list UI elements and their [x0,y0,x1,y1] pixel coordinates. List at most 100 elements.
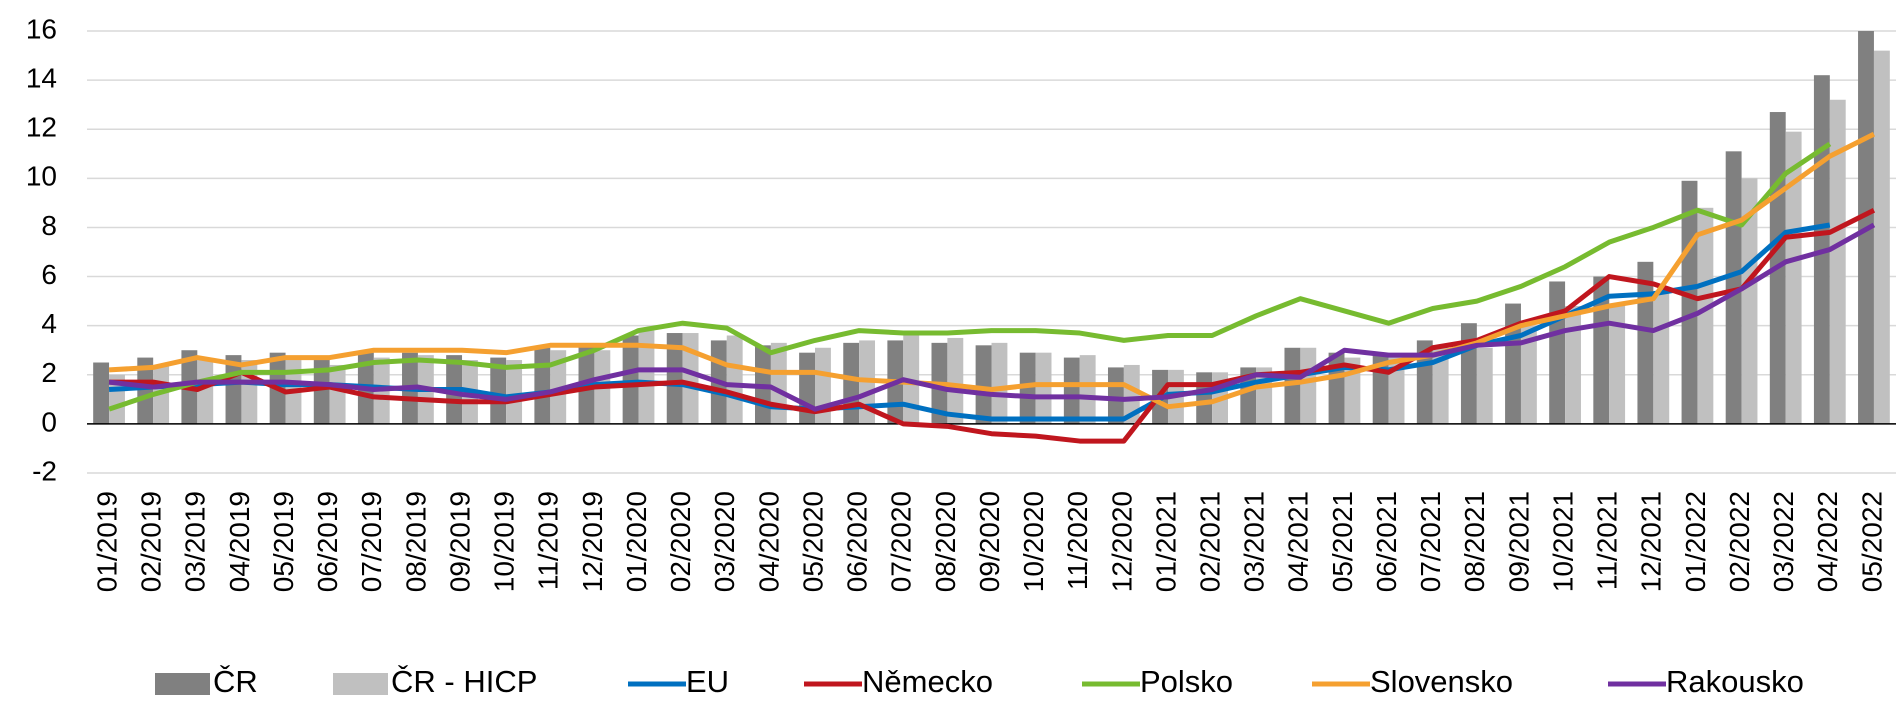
bar [1300,347,1317,424]
x-tick-label: 05/2022 [1856,491,1887,592]
bar [843,342,860,424]
x-tick-label: 07/2019 [356,491,387,592]
line [108,131,1876,410]
bar [770,342,787,424]
bar [1565,306,1581,424]
bar [1505,303,1521,424]
bar [991,342,1008,424]
bar [726,335,743,424]
bar [1637,261,1654,424]
bar [1653,291,1670,424]
bar [506,360,523,424]
x-tick-label: 10/2021 [1547,491,1578,592]
bar [1549,281,1566,424]
y-tick-label: 14 [26,63,57,94]
x-tick-label: 09/2021 [1503,491,1534,592]
bar [329,364,346,424]
x-tick-label: 02/2021 [1195,491,1226,592]
bar [1873,50,1890,424]
legend-label: Německo [862,664,993,699]
x-tick-label: 04/2019 [224,491,255,592]
x-tick-label: 05/2021 [1327,491,1358,592]
x-tick-label: 02/2019 [136,491,167,592]
bar [947,337,964,424]
x-tick-label: 06/2021 [1371,491,1402,592]
x-tick-label: 11/2019 [533,491,564,590]
bar [638,330,655,424]
x-tick-label: 03/2019 [180,491,211,592]
x-tick-label: 12/2021 [1636,491,1667,592]
legend-swatch [333,673,388,695]
x-tick-label: 07/2021 [1415,491,1446,592]
x-tick-label: 03/2022 [1768,491,1799,592]
legend-label: ČR - HICP [391,664,537,699]
bar [666,333,683,424]
x-tick-label: 04/2021 [1283,491,1314,592]
x-tick-label: 03/2021 [1239,491,1270,592]
legend-label: Polsko [1140,664,1233,699]
bar [1609,303,1626,424]
legend-label: EU [686,664,729,699]
bar [1063,357,1080,424]
x-tick-label: 01/2021 [1150,491,1181,592]
x-tick-label: 02/2022 [1724,491,1755,592]
legend-label: ČR [213,664,258,699]
bar [1107,367,1124,424]
x-tick-label: 06/2019 [312,491,343,592]
x-tick-label: 07/2020 [886,491,917,592]
legend: ČR ČR - HICP EU Německo Polsko Slovensko Rakou… [155,664,1804,699]
y-tick-label: 8 [41,210,57,241]
x-tick-label: 06/2020 [842,491,873,592]
x-tick-label: 12/2020 [1106,491,1137,592]
y-tick-label: 16 [26,13,57,44]
bar [1019,352,1036,424]
line [108,141,1832,412]
x-tick-label: 01/2020 [621,491,652,592]
bar [1432,347,1449,424]
bar [975,345,992,424]
x-tick-label: 09/2019 [444,491,475,592]
bar [1593,276,1610,424]
bar [1785,131,1802,424]
bar [137,357,154,424]
x-tick-label: 08/2021 [1459,491,1490,592]
y-tick-label: 4 [41,308,57,339]
y-tick-label: 0 [41,406,57,437]
bar [1520,325,1537,424]
bar [1035,352,1052,424]
bar [1697,207,1714,424]
y-tick-label: 10 [26,161,57,192]
bar [1741,178,1758,424]
bar [313,357,330,424]
bar [1079,355,1096,424]
x-tick-label: 03/2020 [709,491,740,592]
x-tick-label: 09/2020 [974,491,1005,592]
bar [1829,99,1846,424]
x-tick-label: 04/2022 [1812,491,1843,592]
x-tick-label: 02/2020 [665,491,696,592]
bar [534,347,551,424]
bar [1476,347,1493,424]
y-tick-label: -2 [32,455,57,486]
y-tick-label: 12 [26,112,57,143]
bar [622,335,639,424]
y-tick-label: 2 [41,357,57,388]
x-tick-label: 08/2019 [400,491,431,592]
line [109,208,1876,444]
y-tick-label: 6 [41,259,57,290]
x-tick-label: 04/2020 [753,491,784,592]
x-tick-label: 05/2019 [268,491,299,592]
x-tick-label: 11/2021 [1592,491,1623,590]
bar [490,357,507,424]
line [108,222,1876,412]
legend-label: Rakousko [1666,664,1804,699]
bar [550,350,567,424]
x-tick-label: 10/2020 [1018,491,1049,592]
bar [197,360,214,424]
legend-swatch [155,673,210,695]
x-tick-label: 01/2019 [91,491,122,592]
bar [1123,364,1140,424]
bar [93,362,110,424]
legend-label: Slovensko [1370,664,1513,699]
